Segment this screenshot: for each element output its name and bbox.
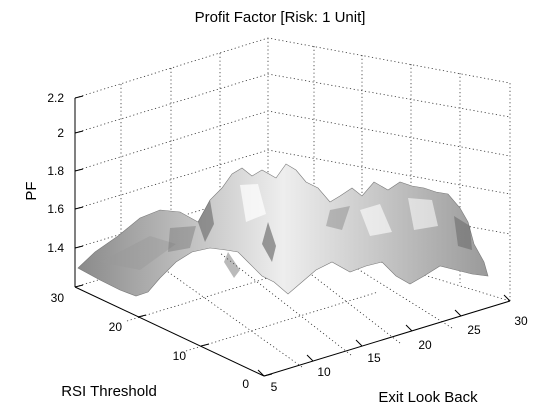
x-tick-label: 30 (514, 314, 528, 328)
z-tick-label: 1.6 (47, 202, 64, 216)
z-tick-label: 2.2 (47, 91, 64, 105)
chart-title: Profit Factor [Risk: 1 Unit] (195, 9, 366, 26)
x-tick-label: 15 (367, 351, 381, 365)
x-tick-label: 20 (418, 338, 432, 352)
z-tick-label: 1.4 (47, 241, 64, 255)
x-ticks: 5 10 15 20 25 30 (257, 294, 528, 394)
y-axis-label: RSI Threshold (61, 383, 157, 400)
x-tick-label: 25 (467, 323, 481, 337)
z-tick-label: 1.8 (47, 164, 64, 178)
z-tick-label: 2 (57, 126, 64, 140)
axes (74, 98, 511, 377)
y-tick-label: 30 (51, 291, 65, 305)
y-tick-label: 20 (109, 320, 123, 334)
x-tick-label: 5 (271, 380, 278, 394)
surface-fill (77, 163, 489, 297)
surface-plot (77, 163, 489, 297)
y-tick-label: 10 (173, 349, 187, 363)
x-axis-label: Exit Look Back (378, 389, 478, 406)
z-ticks: 2.2 2 1.8 1.6 1.4 (47, 91, 84, 255)
x-tick-label: 10 (317, 365, 331, 379)
y-ticks: 30 20 10 0 (51, 284, 273, 391)
y-tick-label: 0 (242, 377, 249, 391)
z-axis-label: PF (23, 181, 40, 200)
